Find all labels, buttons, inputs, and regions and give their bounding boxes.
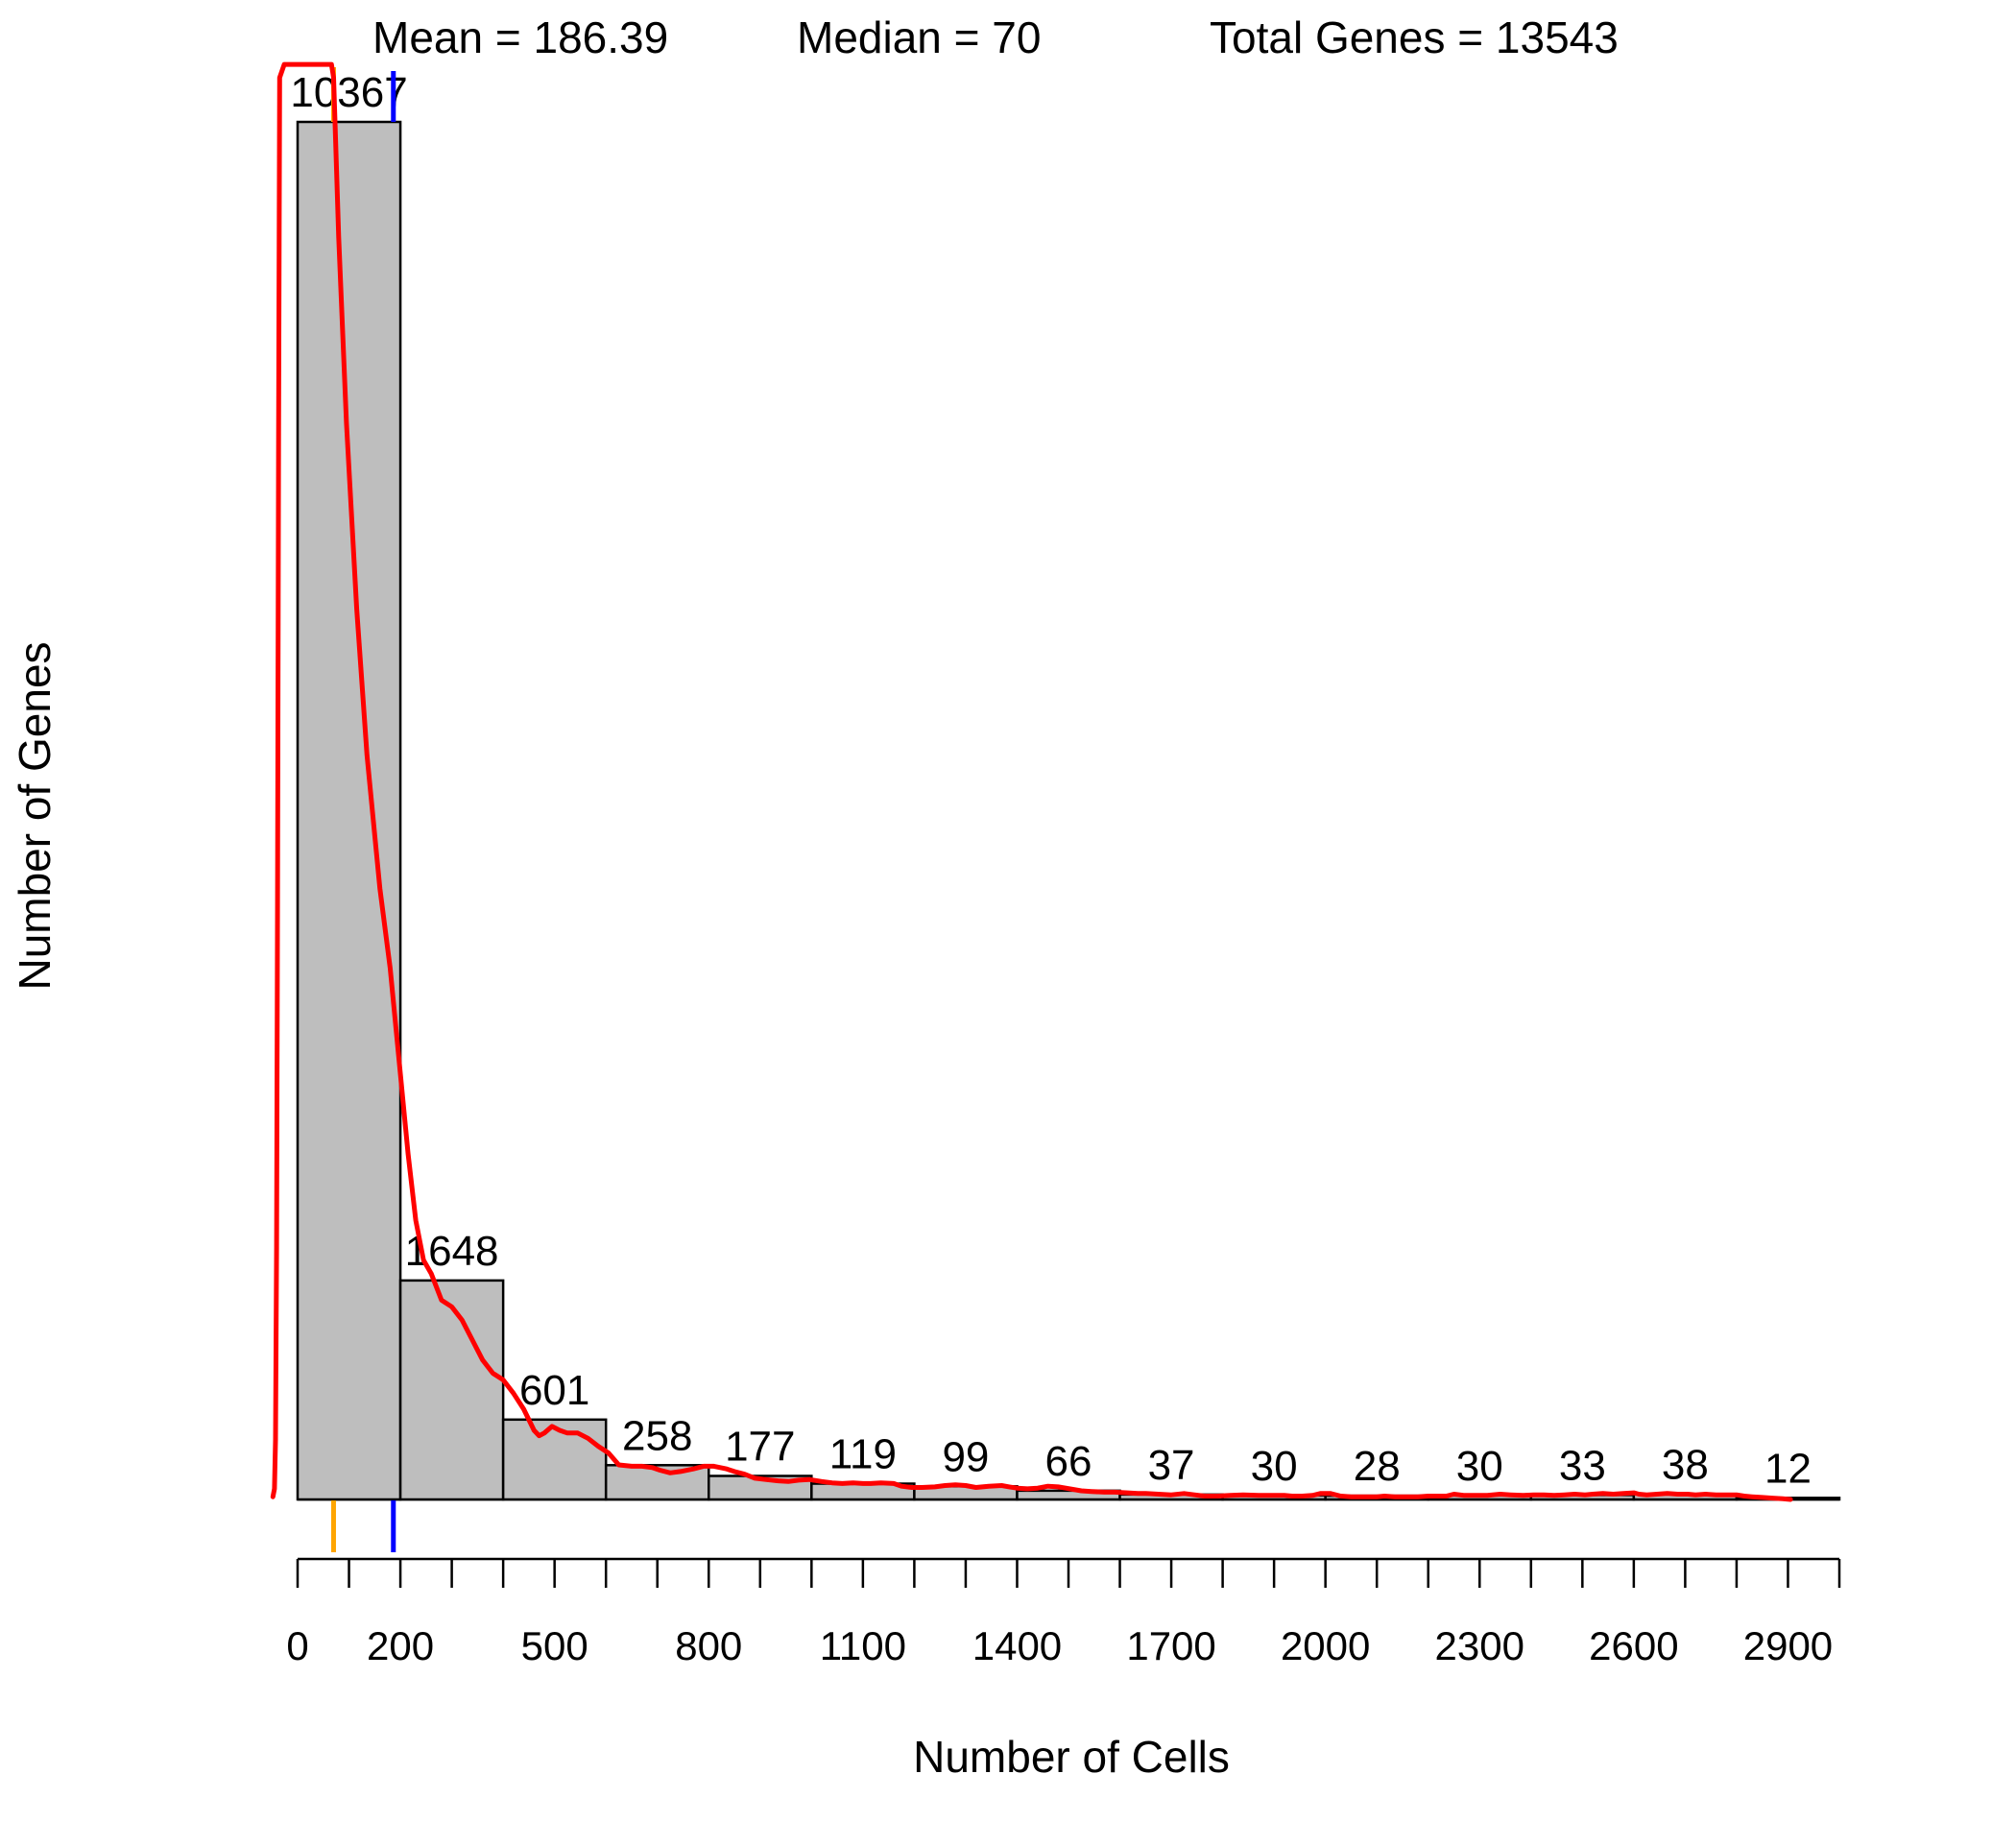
x-tick-label: 500 — [521, 1623, 588, 1668]
bar-count-label: 38 — [1662, 1442, 1709, 1489]
histogram-bar — [501, 1418, 608, 1501]
density-curve — [270, 61, 1793, 1502]
x-tick-label: 2600 — [1589, 1623, 1678, 1668]
bars-layer — [296, 120, 1841, 1501]
x-tick-label: 0 — [286, 1623, 308, 1668]
bar-count-label: 119 — [829, 1431, 897, 1478]
x-tick-label: 2900 — [1743, 1623, 1833, 1668]
bar-count-label: 10367 — [290, 69, 407, 116]
bar-count-label: 30 — [1456, 1443, 1503, 1490]
mean-annotation: Mean = 186.39 — [372, 12, 668, 62]
x-tick-label: 1400 — [972, 1623, 1062, 1668]
bar-count-label: 99 — [942, 1433, 989, 1480]
bar-count-label: 601 — [519, 1367, 589, 1414]
x-tick-label: 800 — [675, 1623, 742, 1668]
bar-count-label: 258 — [622, 1412, 692, 1459]
x-axis: 0 200 500 800 1100 1400 1700 2000 2300 2600 2900 — [286, 1557, 1841, 1668]
x-tick-label: 200 — [367, 1623, 434, 1668]
x-tick-label: 1700 — [1126, 1623, 1215, 1668]
x-tick-label: 2000 — [1281, 1623, 1370, 1668]
x-tick-label: 2300 — [1435, 1623, 1524, 1668]
bar-count-label: 30 — [1251, 1443, 1298, 1490]
histogram-bar — [398, 1279, 505, 1501]
density-layer — [270, 61, 1793, 1502]
bar-count-label: 28 — [1354, 1443, 1401, 1490]
histogram-bar — [296, 120, 402, 1501]
y-axis-title: Number of Genes — [10, 641, 60, 990]
x-tick-label: 1100 — [820, 1623, 906, 1668]
bar-count-label: 33 — [1559, 1442, 1606, 1489]
bar-count-label: 12 — [1764, 1445, 1812, 1492]
x-axis-title: Number of Cells — [913, 1732, 1230, 1782]
total-genes-annotation: Total Genes = 13543 — [1210, 12, 1619, 62]
bar-count-label: 66 — [1045, 1438, 1092, 1485]
bar-count-label: 37 — [1148, 1442, 1195, 1489]
median-annotation: Median = 70 — [797, 12, 1041, 62]
bar-count-label: 177 — [725, 1423, 795, 1470]
